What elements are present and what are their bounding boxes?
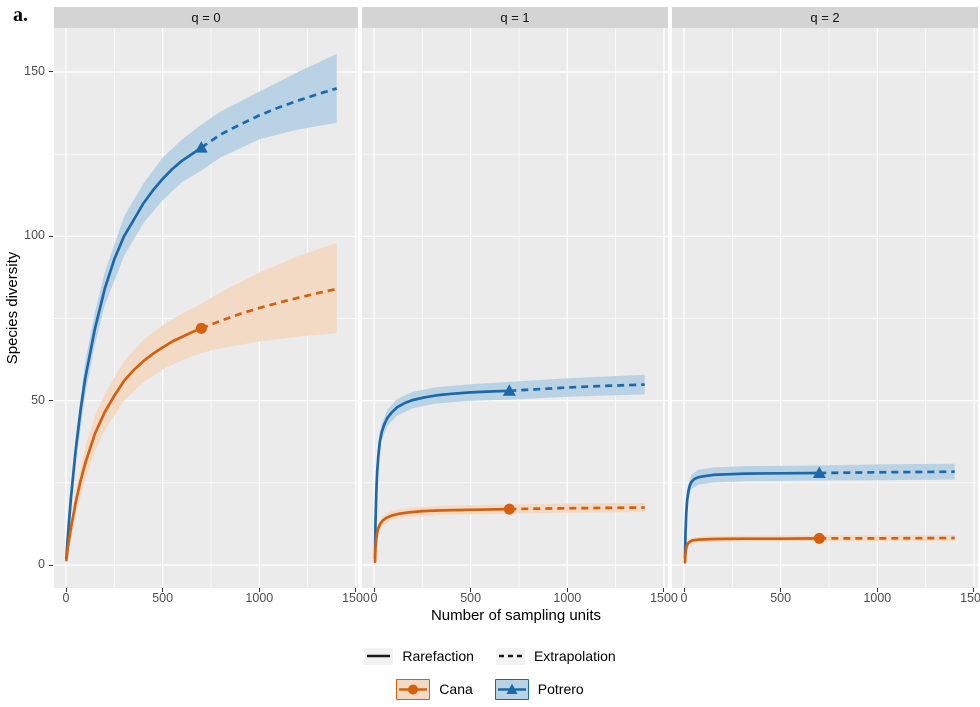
facet-strip-q1: q = 1 <box>362 7 668 28</box>
potrero-key-icon <box>494 678 529 700</box>
observed-point-potrero <box>194 141 208 153</box>
rarefaction-line-cana <box>65 327 203 562</box>
rarefaction-line-potrero <box>373 389 511 560</box>
facet-strip-label: q = 1 <box>500 10 530 25</box>
y-tick-mark <box>49 564 53 566</box>
extrapolation-line-cana <box>200 287 337 330</box>
observed-point-cana <box>813 532 825 544</box>
x-tick-label: 0 <box>370 591 378 605</box>
x-tick-label: 1500 <box>650 591 678 605</box>
panel-background <box>362 28 668 588</box>
facet-panel-q2 <box>672 28 978 588</box>
y-tick-mark <box>49 71 53 73</box>
x-tick-label: 1000 <box>245 591 274 605</box>
y-tick-mark <box>49 400 53 402</box>
x-tick-label: 500 <box>770 591 792 605</box>
legend-item-potrero: Potrero <box>494 678 584 700</box>
x-tick-mark <box>470 588 472 592</box>
rarefaction-line-key-icon <box>364 647 394 665</box>
x-tick-mark <box>162 588 164 592</box>
legend-item-rarefaction: Rarefaction <box>364 647 474 665</box>
y-tick-label: 0 <box>38 557 45 571</box>
confidence-ribbon-potrero <box>66 53 337 562</box>
x-tick-label: 0 <box>680 591 688 605</box>
legend-item-cana: Cana <box>396 678 473 700</box>
x-tick-label: 1500 <box>960 591 980 605</box>
x-tick-mark <box>973 588 975 592</box>
y-axis-title: Species diversity <box>4 251 21 365</box>
x-tick-mark <box>65 588 67 592</box>
observed-point-cana <box>503 503 515 515</box>
y-tick-label: 50 <box>31 392 45 407</box>
legend-label-potrero: Potrero <box>537 681 584 697</box>
x-tick-mark <box>258 588 260 592</box>
y-tick-label: 150 <box>24 63 45 78</box>
observed-point-potrero <box>502 384 516 396</box>
x-tick-mark <box>663 588 665 592</box>
legend-label-extrapolation: Extrapolation <box>533 648 616 664</box>
extrapolation-line-potrero <box>509 383 645 393</box>
observed-point-potrero <box>812 466 826 478</box>
x-tick-label: 500 <box>152 591 174 605</box>
rarefaction-line-cana <box>373 507 511 564</box>
x-axis-title: Number of sampling units <box>430 607 602 624</box>
y-tick-mark <box>49 235 53 237</box>
rarefaction-line-potrero <box>65 146 203 560</box>
x-tick-mark <box>373 588 375 592</box>
extrapolation-line-key-icon <box>495 647 525 665</box>
x-tick-mark <box>566 588 568 592</box>
observed-point-cana <box>195 322 207 334</box>
cana-key-icon <box>396 678 431 700</box>
rarefaction-line-potrero <box>683 471 821 560</box>
legend-sites: Cana Potrero <box>0 676 980 702</box>
figure-panel-letter: a. <box>13 4 28 26</box>
rarefaction-line-cana <box>683 537 821 564</box>
extrapolation-line-potrero <box>819 470 955 475</box>
legend-linetype: Rarefaction Extrapolation <box>0 644 980 668</box>
x-tick-label: 1500 <box>342 591 370 605</box>
facet-strip-label: q = 0 <box>191 10 221 25</box>
x-tick-mark <box>683 588 685 592</box>
facet-panel-q0 <box>54 28 358 588</box>
facet-strip-q0: q = 0 <box>54 7 358 28</box>
x-tick-mark <box>780 588 782 592</box>
x-tick-mark <box>876 588 878 592</box>
legend-label-cana: Cana <box>439 681 473 697</box>
confidence-ribbon-potrero <box>685 463 955 562</box>
legend-label-rarefaction: Rarefaction <box>402 648 474 664</box>
facet-strip-q2: q = 2 <box>672 7 978 28</box>
confidence-ribbon-cana <box>66 242 337 564</box>
y-tick-label: 100 <box>24 228 45 243</box>
confidence-ribbon-potrero <box>375 374 645 562</box>
x-tick-label: 500 <box>460 591 482 605</box>
x-tick-label: 0 <box>62 591 70 605</box>
facet-panel-q1 <box>362 28 668 588</box>
legend-item-extrapolation: Extrapolation <box>495 647 616 665</box>
x-tick-mark <box>355 588 357 592</box>
extrapolation-line-potrero <box>200 87 338 149</box>
x-tick-label: 1000 <box>553 591 582 605</box>
x-tick-label: 1000 <box>863 591 892 605</box>
panel-background <box>672 28 978 588</box>
facet-strip-label: q = 2 <box>810 10 840 25</box>
